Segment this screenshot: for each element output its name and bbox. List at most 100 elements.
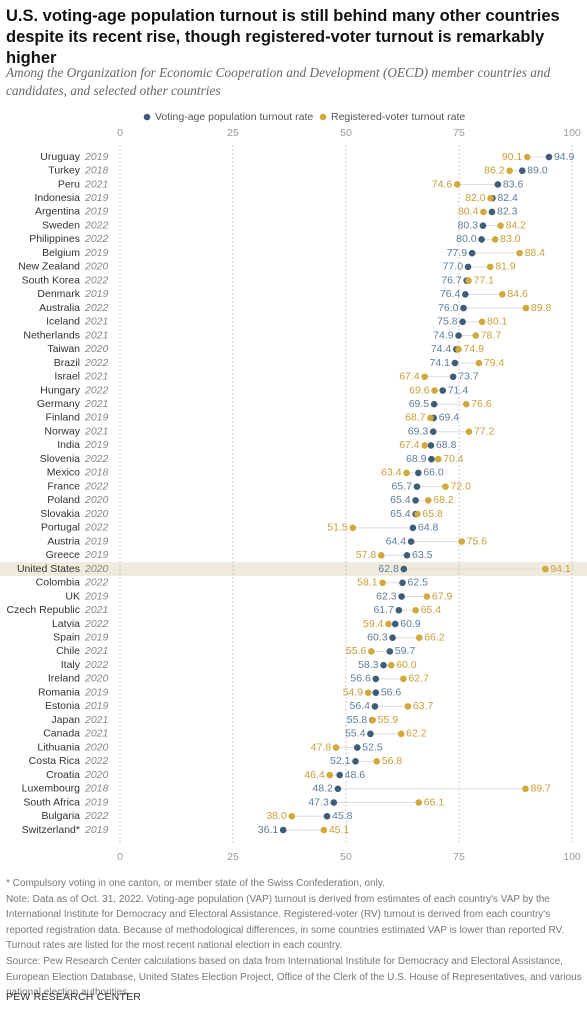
- chart-subtitle: Among the Organization for Economic Coop…: [6, 65, 551, 98]
- dot: [372, 689, 380, 696]
- category-label: Colombia: [36, 577, 81, 589]
- value-label: 55.8: [347, 714, 368, 726]
- year-label: 2019: [84, 796, 109, 808]
- value-label: 59.7: [395, 645, 416, 657]
- value-label: 64.8: [418, 522, 439, 534]
- category-label: Netherlands: [23, 329, 80, 341]
- dot: [458, 538, 466, 545]
- dot: [488, 208, 496, 216]
- year-label: 2021: [84, 714, 108, 726]
- year-label: 2019: [84, 247, 109, 259]
- x-tick-label: 50: [340, 127, 352, 139]
- value-label: 88.4: [525, 247, 546, 259]
- value-label: 82.3: [497, 206, 518, 218]
- dot: [371, 703, 379, 710]
- year-label: 2022: [84, 577, 109, 589]
- note: Source: Pew Research Center calculations…: [6, 955, 582, 999]
- dot: [423, 593, 431, 600]
- value-label: 69.6: [409, 384, 430, 396]
- value-label: 38.0: [266, 810, 287, 822]
- dot: [368, 648, 375, 655]
- dot: [412, 497, 419, 504]
- dot: [545, 153, 553, 161]
- chart-title: U.S. voting-age population turnout is st…: [6, 7, 560, 67]
- value-label: 54.9: [343, 686, 364, 698]
- category-label: Turkey: [48, 165, 80, 177]
- dot: [415, 469, 422, 477]
- dot: [427, 442, 435, 449]
- legend-label: Registered-voter turnout rate: [331, 111, 465, 123]
- year-label: 2020: [84, 673, 109, 685]
- year-label: 2021: [84, 645, 108, 657]
- dot: [439, 387, 447, 394]
- value-label: 65.4: [390, 508, 411, 520]
- x-tick-label: 100: [563, 851, 581, 863]
- category-label: Germany: [37, 398, 81, 410]
- dot: [279, 826, 287, 834]
- category-label: Costa Rica: [29, 755, 81, 767]
- category-label: Canada: [43, 728, 80, 740]
- value-label: 45.8: [332, 810, 353, 822]
- year-label: 2019: [84, 439, 109, 451]
- dot: [516, 249, 523, 257]
- value-label: 73.7: [458, 371, 479, 383]
- value-label: 74.4: [431, 343, 452, 355]
- category-label: Greece: [46, 549, 81, 561]
- value-label: 84.6: [507, 288, 528, 300]
- category-label: Sweden: [42, 219, 80, 231]
- value-label: 79.4: [484, 357, 505, 369]
- dot: [372, 675, 380, 683]
- value-label: 67.4: [399, 371, 420, 383]
- dot: [373, 758, 381, 765]
- category-label: Japan: [51, 714, 80, 726]
- value-label: 48.6: [345, 769, 366, 781]
- value-label: 86.2: [484, 165, 505, 177]
- value-label: 56.4: [349, 700, 370, 712]
- value-label: 47.3: [308, 796, 329, 808]
- value-label: 68.8: [436, 439, 457, 451]
- year-label: 2021: [84, 425, 108, 437]
- category-label: Mexico: [47, 467, 80, 479]
- dot: [334, 785, 342, 793]
- dot: [391, 620, 399, 628]
- dot: [424, 497, 432, 504]
- value-label: 68.7: [405, 412, 426, 424]
- value-label: 70.4: [443, 453, 464, 465]
- dot: [486, 263, 494, 271]
- value-label: 60.9: [400, 618, 421, 630]
- value-label: 51.5: [327, 522, 348, 534]
- dot: [409, 524, 417, 532]
- year-label: 2019: [84, 192, 109, 204]
- value-label: 68.9: [406, 453, 427, 465]
- category-label: New Zealand: [18, 261, 80, 273]
- category-label: Latvia: [52, 618, 80, 630]
- credit: PEW RESEARCH CENTER: [6, 991, 142, 1003]
- category-label: South Korea: [22, 274, 81, 286]
- dot: [407, 538, 415, 545]
- x-tick-label: 25: [227, 851, 239, 863]
- dot: [288, 812, 296, 820]
- dot: [494, 181, 502, 188]
- value-label: 74.9: [464, 343, 485, 355]
- dot: [379, 579, 386, 587]
- dot: [523, 153, 531, 161]
- category-label: Belgium: [42, 247, 80, 259]
- value-label: 55.9: [378, 714, 399, 726]
- dot: [354, 744, 361, 751]
- x-tick-label: 50: [340, 851, 352, 863]
- x-tick-label: 0: [117, 851, 123, 863]
- value-label: 94.1: [550, 563, 571, 575]
- year-label: 2019: [84, 412, 109, 424]
- dot: [404, 703, 412, 710]
- category-label: Lithuania: [37, 741, 80, 753]
- year-label: 2021: [84, 604, 108, 616]
- value-label: 74.6: [432, 178, 453, 190]
- value-label: 48.2: [312, 783, 333, 795]
- dot: [464, 263, 472, 271]
- year-label: 2019: [84, 631, 109, 643]
- dot: [421, 442, 428, 449]
- value-label: 94.9: [554, 151, 575, 163]
- value-label: 76.7: [441, 274, 462, 286]
- value-label: 65.7: [392, 480, 413, 492]
